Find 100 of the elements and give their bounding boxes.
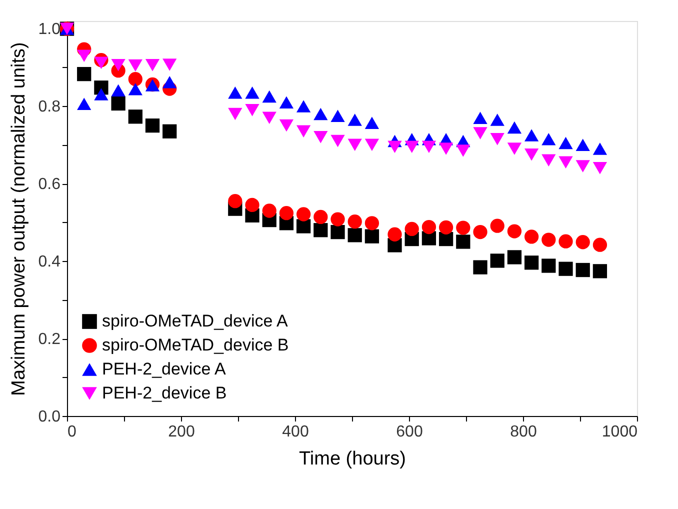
point — [542, 132, 556, 146]
point — [330, 134, 345, 148]
point — [348, 228, 362, 242]
point — [524, 129, 539, 142]
point — [128, 59, 142, 72]
point — [404, 140, 419, 153]
point — [507, 142, 522, 155]
y-tick-label: 0.2 — [38, 331, 61, 348]
point — [128, 110, 142, 124]
point — [348, 114, 362, 126]
legend-label: PEH-2_device B — [102, 384, 227, 402]
point — [262, 90, 276, 103]
point — [524, 148, 539, 161]
point — [576, 160, 590, 172]
legend-label: spiro-OMeTAD_device B — [102, 336, 289, 354]
x-tick-label: 400 — [282, 424, 309, 440]
point — [364, 116, 380, 129]
point — [330, 212, 345, 226]
point — [111, 96, 126, 111]
point — [245, 86, 260, 99]
point — [524, 230, 539, 244]
point — [279, 96, 294, 108]
point — [111, 59, 126, 72]
point — [576, 262, 590, 278]
point — [473, 224, 488, 240]
point — [296, 125, 311, 138]
point — [422, 140, 436, 153]
legend-label: PEH-2_device A — [102, 360, 226, 378]
point — [162, 124, 177, 138]
point — [364, 138, 380, 152]
point — [542, 154, 556, 167]
point — [296, 219, 311, 234]
point — [576, 138, 590, 152]
x-tick-label: 1000 — [602, 424, 638, 440]
point — [542, 258, 556, 273]
point — [490, 218, 504, 233]
point — [245, 198, 260, 212]
point — [279, 119, 294, 132]
point — [473, 127, 488, 140]
point — [524, 256, 539, 270]
point — [128, 72, 142, 86]
x-tick-label: 800 — [510, 424, 537, 440]
point — [404, 222, 419, 236]
point — [296, 207, 311, 222]
point — [364, 216, 380, 230]
point — [296, 100, 311, 112]
point — [507, 250, 522, 264]
point — [128, 83, 142, 96]
point — [592, 162, 608, 174]
x-tick-label: 600 — [396, 424, 423, 440]
point — [348, 138, 362, 152]
point — [490, 254, 504, 268]
point — [262, 112, 276, 124]
point — [314, 210, 328, 224]
point — [145, 118, 160, 133]
x-axis-title: Time (hours) — [299, 448, 406, 470]
point — [456, 234, 470, 249]
point — [279, 206, 294, 220]
point — [388, 227, 402, 242]
point — [162, 58, 177, 71]
point — [473, 112, 488, 124]
point — [576, 235, 590, 250]
point — [592, 264, 608, 278]
point — [456, 220, 470, 235]
y-tick-label: 1.0 — [38, 21, 61, 38]
point — [162, 76, 177, 88]
point — [490, 114, 504, 126]
point — [507, 224, 522, 238]
point — [262, 204, 276, 218]
point — [438, 142, 454, 155]
point — [558, 262, 573, 276]
point — [364, 229, 380, 244]
point — [228, 86, 242, 99]
point — [473, 260, 488, 274]
x-tick-label: 200 — [168, 424, 195, 440]
y-axis-title: Maximum power output (normalized units) — [8, 42, 30, 396]
point — [438, 220, 454, 234]
point — [348, 214, 362, 229]
point — [111, 84, 126, 96]
point — [228, 108, 242, 120]
point — [145, 59, 160, 72]
legend-label: spiro-OMeTAD_device A — [102, 312, 288, 330]
point — [314, 108, 328, 120]
y-tick-label: 0.4 — [38, 254, 61, 271]
point — [558, 136, 573, 150]
point — [542, 232, 556, 247]
point — [94, 88, 108, 100]
y-tick-label: 0.6 — [38, 176, 61, 194]
point — [592, 238, 608, 252]
point — [456, 144, 470, 157]
point — [330, 110, 345, 122]
point — [228, 194, 242, 208]
point — [245, 104, 260, 116]
point — [77, 98, 92, 110]
point — [77, 50, 92, 62]
point — [94, 56, 108, 69]
point — [314, 223, 328, 238]
point — [388, 140, 402, 153]
point — [507, 121, 522, 134]
y-tick-label: 0.0 — [38, 408, 61, 426]
